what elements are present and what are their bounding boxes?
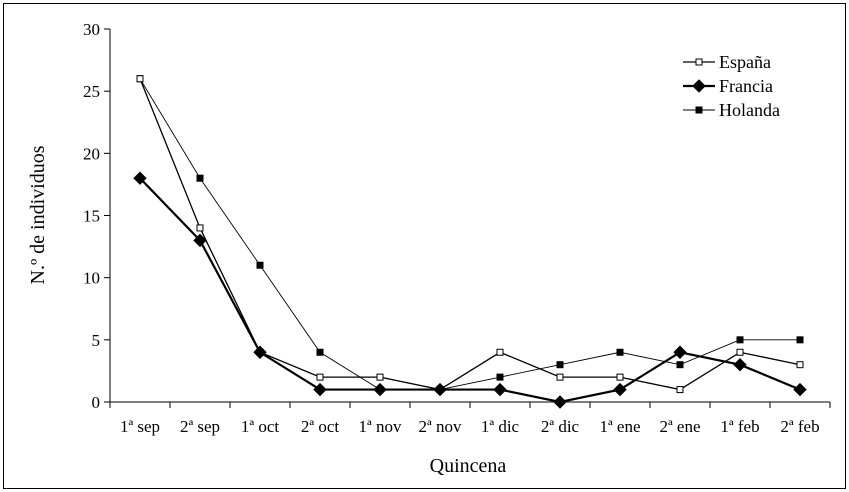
series-españa (136, 75, 804, 394)
data-point (673, 345, 687, 359)
series-francia (133, 171, 807, 409)
y-ticks: 0 5 10 15 20 25 30 (83, 20, 110, 412)
data-point (316, 373, 324, 381)
data-point (493, 382, 507, 397)
data-point (736, 336, 744, 344)
data-point (796, 361, 804, 369)
legend-marker (692, 79, 706, 93)
x-tick-label: 2ª sep (180, 417, 220, 436)
legend: España Francia Holanda (683, 52, 780, 120)
data-point (496, 373, 504, 381)
legend-marker (695, 58, 703, 66)
legend-item: Francia (683, 76, 773, 96)
data-point (613, 382, 627, 397)
x-tick-label: 1ª ene (599, 417, 640, 436)
data-point (496, 348, 504, 356)
series-group (133, 75, 807, 409)
y-tick-label: 5 (92, 331, 101, 350)
y-tick-label: 25 (83, 82, 100, 101)
data-point (793, 382, 807, 397)
y-tick-label: 30 (83, 20, 100, 39)
series-line (139, 177, 801, 404)
legend-label: Francia (719, 76, 773, 96)
x-axis-label: Quincena (430, 455, 507, 477)
y-tick-label: 0 (92, 393, 101, 412)
x-tick-label: 2ª ene (659, 417, 700, 436)
y-tick-label: 15 (83, 207, 100, 226)
x-tick-label: 2ª dic (541, 417, 580, 436)
data-point (133, 171, 147, 185)
y-axis-label: N.º de individuos (27, 145, 49, 284)
x-tick-label: 1ª sep (120, 417, 160, 436)
x-tick-label: 2ª feb (780, 417, 819, 436)
data-point (796, 336, 804, 344)
x-tick-label: 1ª nov (359, 417, 402, 436)
data-point (676, 361, 684, 369)
data-point (136, 75, 144, 83)
data-point (556, 361, 564, 369)
series-holanda (136, 75, 804, 394)
y-tick-label: 10 (83, 269, 100, 288)
data-point (676, 386, 684, 394)
data-point (313, 382, 327, 397)
x-tick-label: 1ª feb (720, 417, 759, 436)
x-tick-label: 1ª dic (481, 417, 520, 436)
x-tick-label: 1ª oct (241, 417, 279, 436)
series-line (139, 78, 800, 391)
x-tick-label: 2ª oct (301, 417, 339, 436)
data-point (253, 345, 267, 359)
y-tick-label: 20 (83, 144, 100, 163)
data-point (376, 373, 384, 381)
data-point (433, 382, 447, 397)
legend-label: España (719, 52, 771, 72)
legend-marker (695, 106, 703, 114)
legend-label: Holanda (719, 100, 780, 120)
data-point (193, 233, 207, 248)
legend-item: Holanda (683, 100, 780, 120)
data-point (556, 373, 564, 381)
data-point (196, 174, 204, 182)
data-point (733, 357, 747, 372)
data-point (616, 348, 624, 356)
legend-item: España (683, 52, 771, 72)
data-point (736, 348, 744, 356)
x-tick-label: 2ª nov (419, 417, 462, 436)
data-point (553, 395, 567, 409)
x-ticks: 1ª sep 2ª sep 1ª oct 2ª oct 1ª nov 2ª nov 1ª d… (109, 402, 831, 436)
data-point (373, 382, 387, 397)
data-point (196, 224, 204, 232)
data-point (316, 348, 324, 356)
data-point (616, 373, 624, 381)
data-point (256, 261, 264, 269)
